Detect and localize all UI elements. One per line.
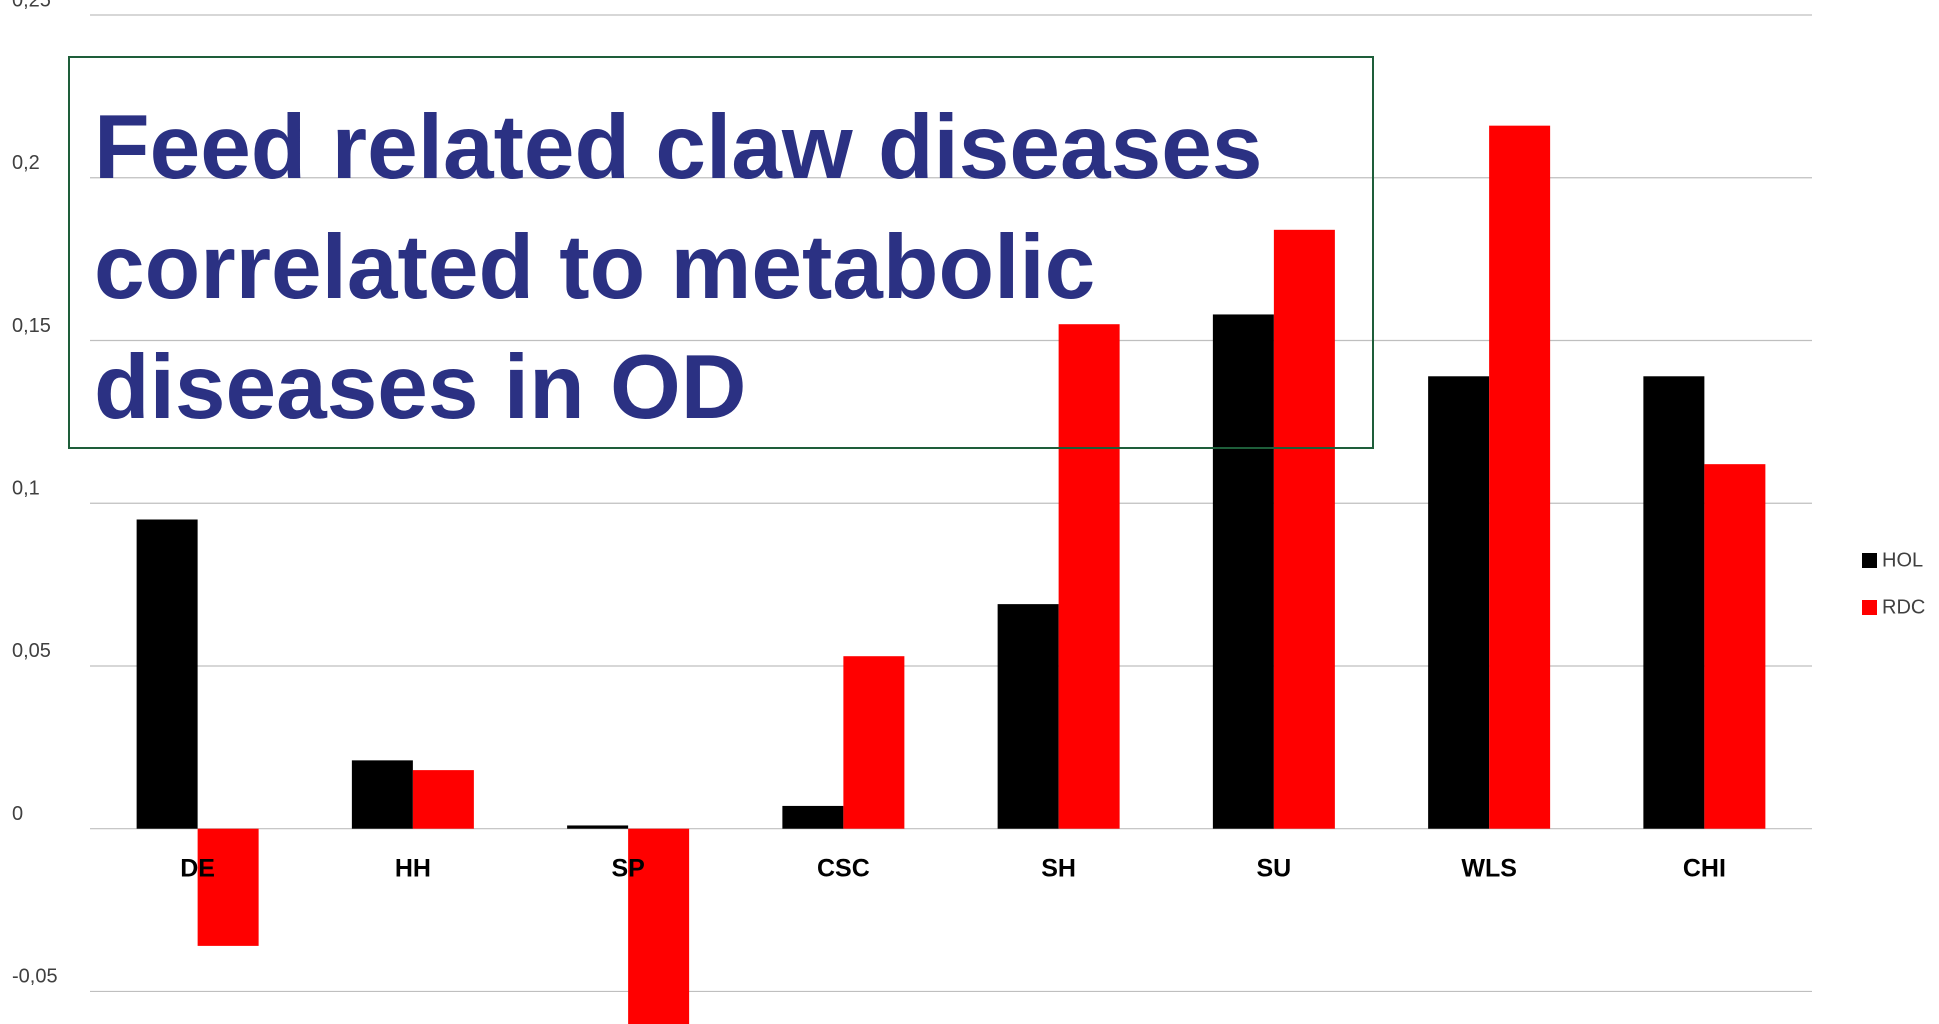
bar xyxy=(412,770,474,829)
title-box: Feed related claw diseases correlated to… xyxy=(68,56,1374,449)
bar xyxy=(1273,229,1335,829)
bar xyxy=(567,825,629,829)
legend-label: RDC xyxy=(1882,596,1925,618)
legend-swatch xyxy=(1862,553,1877,568)
x-tick-label: SP xyxy=(611,855,644,883)
y-tick-label: 0,25 xyxy=(12,0,51,11)
chart-title: Feed related claw diseases correlated to… xyxy=(94,97,1263,438)
legend-swatch xyxy=(1862,600,1877,615)
legend-label: HOL xyxy=(1882,549,1923,571)
x-tick-label: DE xyxy=(180,855,215,883)
x-tick-label: SH xyxy=(1041,855,1076,883)
y-tick-label: 0,2 xyxy=(12,152,40,174)
bar xyxy=(197,828,259,946)
bar xyxy=(1212,314,1274,829)
bar xyxy=(1489,125,1551,829)
y-tick-label: 0,05 xyxy=(12,640,51,662)
y-tick-label: 0,1 xyxy=(12,478,40,500)
bar xyxy=(136,519,198,829)
bar xyxy=(1428,376,1490,829)
bar xyxy=(782,805,844,829)
x-tick-label: CSC xyxy=(817,855,870,883)
bar xyxy=(1058,324,1120,829)
bar xyxy=(1643,376,1705,829)
bar xyxy=(843,656,905,829)
bar xyxy=(351,760,413,829)
bar xyxy=(1704,464,1766,829)
x-tick-label: WLS xyxy=(1461,855,1517,883)
x-tick-label: CHI xyxy=(1683,855,1726,883)
bar xyxy=(628,828,690,1024)
bar xyxy=(997,604,1059,829)
y-tick-label: 0,15 xyxy=(12,315,51,337)
x-tick-label: HH xyxy=(395,855,431,883)
y-tick-label: 0 xyxy=(12,803,23,825)
y-tick-label: -0,05 xyxy=(12,966,58,988)
x-tick-label: SU xyxy=(1257,855,1292,883)
